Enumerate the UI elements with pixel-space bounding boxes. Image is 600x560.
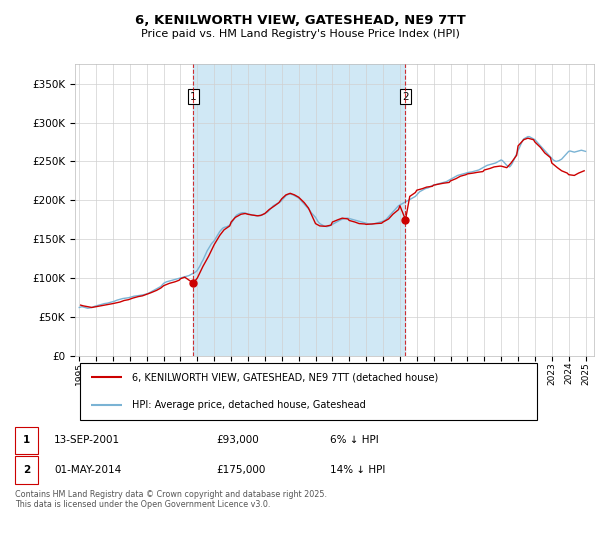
Bar	[80, 363, 537, 419]
Text: 6% ↓ HPI: 6% ↓ HPI	[330, 436, 379, 445]
Text: 14% ↓ HPI: 14% ↓ HPI	[330, 465, 385, 475]
Bar	[15, 427, 38, 454]
Text: 1: 1	[190, 92, 196, 101]
Bar	[15, 456, 38, 484]
Text: £175,000: £175,000	[216, 465, 265, 475]
Text: £93,000: £93,000	[216, 436, 259, 445]
Text: 6, KENILWORTH VIEW, GATESHEAD, NE9 7TT: 6, KENILWORTH VIEW, GATESHEAD, NE9 7TT	[134, 14, 466, 27]
Text: HPI: Average price, detached house, Gateshead: HPI: Average price, detached house, Gate…	[132, 400, 366, 410]
Text: Contains HM Land Registry data © Crown copyright and database right 2025.
This d: Contains HM Land Registry data © Crown c…	[15, 489, 327, 509]
Text: 2: 2	[402, 92, 409, 101]
Text: Price paid vs. HM Land Registry's House Price Index (HPI): Price paid vs. HM Land Registry's House …	[140, 29, 460, 39]
Bar	[193, 64, 406, 356]
Text: 2: 2	[23, 465, 30, 475]
Text: 01-MAY-2014: 01-MAY-2014	[54, 465, 121, 475]
Text: 13-SEP-2001: 13-SEP-2001	[54, 436, 120, 445]
Text: 6, KENILWORTH VIEW, GATESHEAD, NE9 7TT (detached house): 6, KENILWORTH VIEW, GATESHEAD, NE9 7TT (…	[132, 372, 439, 382]
Text: 1: 1	[23, 436, 30, 445]
